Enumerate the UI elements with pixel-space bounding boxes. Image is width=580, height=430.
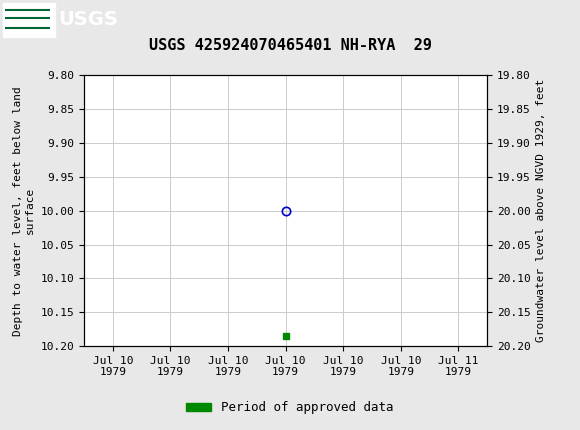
Legend: Period of approved data: Period of approved data	[181, 396, 399, 419]
Text: USGS: USGS	[58, 10, 118, 30]
Text: USGS 425924070465401 NH-RYA  29: USGS 425924070465401 NH-RYA 29	[148, 38, 432, 52]
Y-axis label: Groundwater level above NGVD 1929, feet: Groundwater level above NGVD 1929, feet	[536, 79, 546, 342]
FancyBboxPatch shape	[3, 3, 55, 37]
Y-axis label: Depth to water level, feet below land
surface: Depth to water level, feet below land su…	[13, 86, 35, 335]
